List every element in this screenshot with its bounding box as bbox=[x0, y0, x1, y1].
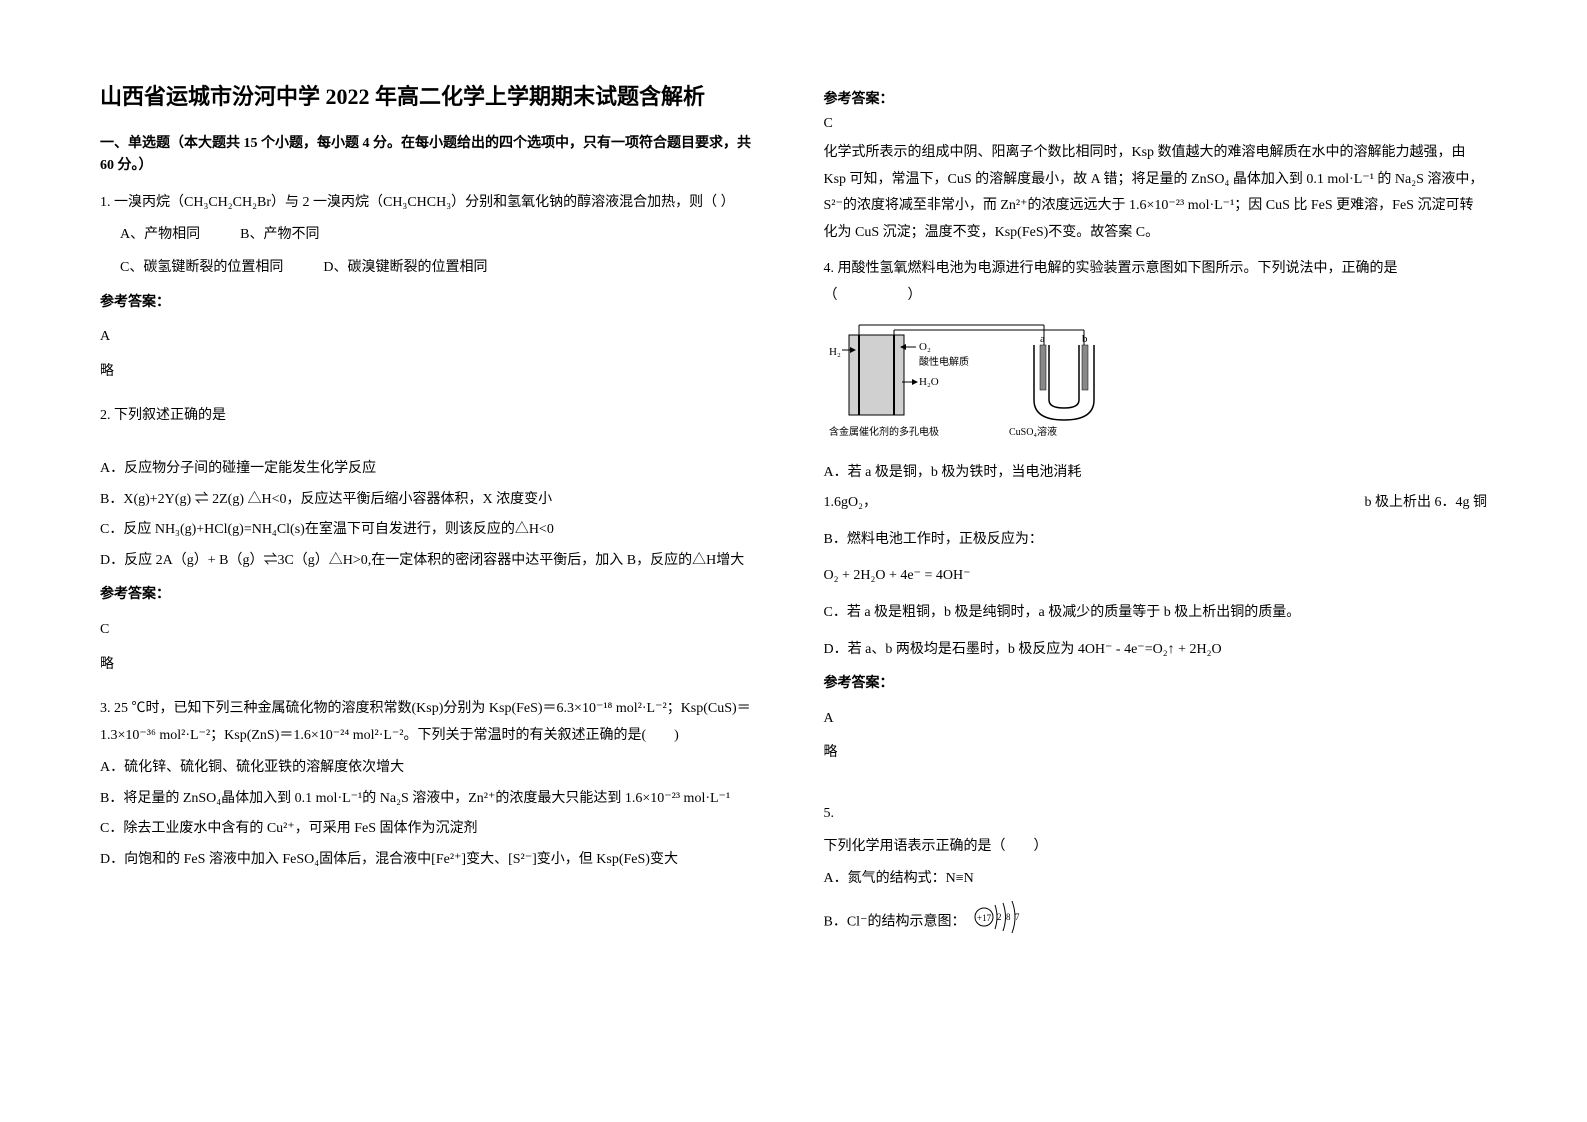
diagram-a-label: a bbox=[1040, 333, 1045, 345]
q4-option-b-eq: O₂ + 2H₂O + 4e⁻ = 4OH⁻ bbox=[824, 563, 1488, 590]
q1-note: 略 bbox=[100, 359, 764, 386]
q2-text: 2. 下列叙述正确的是 bbox=[100, 403, 764, 430]
q4-diagram: H₂ O₂ 酸性电解质 H₂O 含金属催化剂的多孔电极 bbox=[824, 320, 1488, 450]
q2-option-c: C．反应 NH₃(g)+HCl(g)=NH₄Cl(s)在室温下可自发进行，则该反… bbox=[100, 517, 764, 544]
q1-text: 1. 一溴丙烷（CH₃CH₂CH₂Br）与 2 一溴丙烷（CH₃CHCH₃）分别… bbox=[100, 190, 764, 217]
question-5: 5. 下列化学用语表示正确的是（ ） A．氮气的结构式：N≡N B．Cl⁻的结构… bbox=[824, 801, 1488, 951]
q3-explanation: 化学式所表示的组成中阴、阳离子个数比相同时，Ksp 数值越大的难溶电解质在水中的… bbox=[824, 140, 1488, 246]
q1-option-a: A、产物相同 bbox=[120, 222, 200, 249]
q4-option-a-3: b 极上析出 6．4g 铜 bbox=[1365, 490, 1488, 517]
q4-option-c: C．若 a 极是粗铜，b 极是纯铜时，a 极减少的质量等于 b 极上析出铜的质量… bbox=[824, 600, 1488, 627]
q5-num: 5. bbox=[824, 801, 1488, 828]
q3-option-a: A．硫化锌、硫化铜、硫化亚铁的溶解度依次增大 bbox=[100, 755, 764, 782]
q3-answer-label: 参考答案： bbox=[824, 88, 1488, 108]
q5-option-b: B．Cl⁻的结构示意图： bbox=[824, 914, 966, 929]
q4-option-a-row: 1.6gO₂， b 极上析出 6．4g 铜 bbox=[824, 490, 1488, 517]
q3-option-c: C．除去工业废水中含有的 Cu²⁺，可采用 FeS 固体作为沉淀剂 bbox=[100, 816, 764, 843]
section-header: 一、单选题（本大题共 15 个小题，每小题 4 分。在每小题给出的四个选项中，只… bbox=[100, 133, 764, 178]
q4-option-d: D．若 a、b 两极均是石墨时，b 极反应为 4OH⁻ - 4e⁻=O₂↑ + … bbox=[824, 637, 1488, 664]
electrolysis-diagram-svg: H₂ O₂ 酸性电解质 H₂O 含金属催化剂的多孔电极 bbox=[824, 320, 1144, 450]
diagram-electrolyte-label: 酸性电解质 bbox=[919, 355, 969, 368]
svg-text:8: 8 bbox=[1006, 912, 1011, 922]
q1-options-row1: A、产物相同 B、产物不同 bbox=[120, 222, 764, 249]
svg-text:+17: +17 bbox=[977, 913, 992, 923]
q2-answer-label: 参考答案： bbox=[100, 582, 764, 609]
q4-answer-label: 参考答案： bbox=[824, 671, 1488, 698]
svg-text:2: 2 bbox=[997, 912, 1002, 922]
q1-options-row2: C、碳氢键断裂的位置相同 D、碳溴键断裂的位置相同 bbox=[120, 255, 764, 282]
q5-option-b-row: B．Cl⁻的结构示意图： +17 2 8 7 bbox=[824, 897, 1488, 948]
left-column: 山西省运城市汾河中学 2022 年高二化学上学期期末试题含解析 一、单选题（本大… bbox=[100, 80, 764, 1042]
svg-text:7: 7 bbox=[1015, 912, 1020, 922]
cl-ion-diagram: +17 2 8 7 bbox=[969, 897, 1024, 948]
question-1: 1. 一溴丙烷（CH₃CH₂CH₂Br）与 2 一溴丙烷（CH₃CHCH₃）分别… bbox=[100, 190, 764, 394]
q2-option-d: D．反应 2A（g）+ B（g）⇌3C（g）△H>0,在一定体积的密闭容器中达平… bbox=[100, 548, 764, 575]
question-3: 3. 25 ℃时，已知下列三种金属硫化物的溶度积常数(Ksp)分别为 Ksp(F… bbox=[100, 696, 764, 878]
q3-answer: C bbox=[824, 116, 1488, 132]
diagram-cuso4-label: CuSO₄溶液 bbox=[1009, 425, 1057, 438]
q3-option-d: D．向饱和的 FeS 溶液中加入 FeSO₄固体后，混合液中[Fe²⁺]变大、[… bbox=[100, 847, 764, 874]
diagram-h2o-label: H₂O bbox=[919, 376, 939, 388]
q1-option-c: C、碳氢键断裂的位置相同 bbox=[120, 255, 283, 282]
q1-option-b: B、产物不同 bbox=[240, 222, 319, 249]
q5-option-a: A．氮气的结构式：N≡N bbox=[824, 866, 1488, 893]
q1-answer: A bbox=[100, 324, 764, 351]
question-2: 2. 下列叙述正确的是 A．反应物分子间的碰撞一定能发生化学反应 B．X(g)+… bbox=[100, 403, 764, 686]
q5-text: 下列化学用语表示正确的是（ ） bbox=[824, 834, 1488, 861]
diagram-electrode-note: 含金属催化剂的多孔电极 bbox=[829, 425, 939, 438]
question-4: 4. 用酸性氢氧燃料电池为电源进行电解的实验装置示意图如下图所示。下列说法中，正… bbox=[824, 256, 1488, 775]
q4-option-b: B．燃料电池工作时，正极反应为： bbox=[824, 527, 1488, 554]
page-title: 山西省运城市汾河中学 2022 年高二化学上学期期末试题含解析 bbox=[100, 80, 764, 113]
diagram-h2-label: H₂ bbox=[829, 346, 841, 358]
q2-option-a: A．反应物分子间的碰撞一定能发生化学反应 bbox=[100, 456, 764, 483]
q4-answer: A bbox=[824, 706, 1488, 733]
q3-text: 3. 25 ℃时，已知下列三种金属硫化物的溶度积常数(Ksp)分别为 Ksp(F… bbox=[100, 696, 764, 749]
q4-option-a-1: A．若 a 极是铜，b 极为铁时，当电池消耗 bbox=[824, 460, 1488, 487]
q3-option-b: B．将足量的 ZnSO₄晶体加入到 0.1 mol·L⁻¹的 Na₂S 溶液中，… bbox=[100, 786, 764, 813]
q4-text: 4. 用酸性氢氧燃料电池为电源进行电解的实验装置示意图如下图所示。下列说法中，正… bbox=[824, 256, 1488, 309]
q4-option-a-2: 1.6gO₂， bbox=[824, 490, 878, 517]
q4-note: 略 bbox=[824, 740, 1488, 767]
q1-answer-label: 参考答案： bbox=[100, 290, 764, 317]
q2-option-b: B．X(g)+2Y(g) ⇌ 2Z(g) △H<0，反应达平衡后缩小容器体积，X… bbox=[100, 487, 764, 514]
diagram-b-label: b bbox=[1082, 333, 1088, 345]
right-column: 参考答案： C 化学式所表示的组成中阴、阳离子个数比相同时，Ksp 数值越大的难… bbox=[824, 80, 1488, 1042]
diagram-o2-label: O₂ bbox=[919, 341, 931, 353]
q1-option-d: D、碳溴键断裂的位置相同 bbox=[323, 255, 487, 282]
q2-answer: C bbox=[100, 617, 764, 644]
q2-note: 略 bbox=[100, 652, 764, 679]
